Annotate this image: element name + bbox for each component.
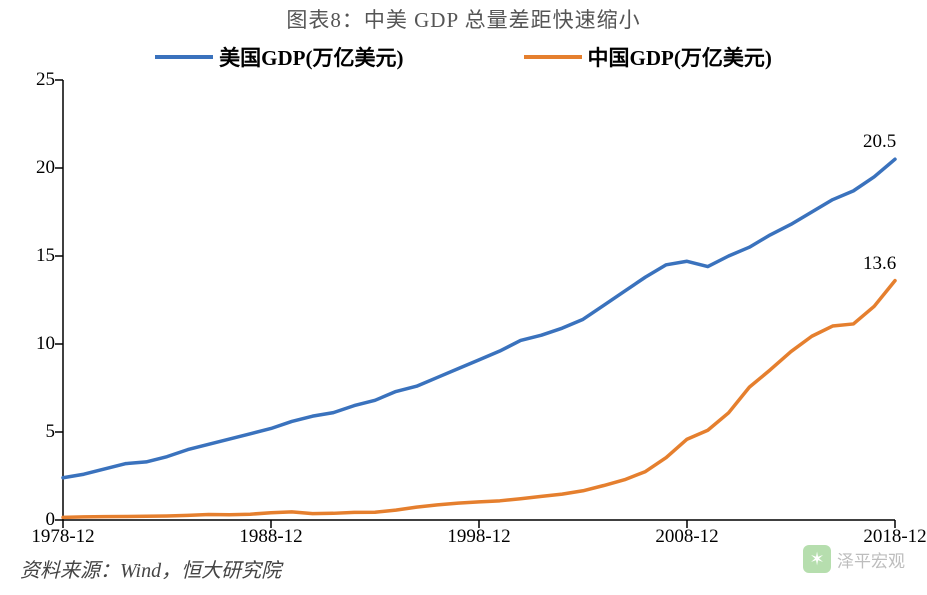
x-tick-label: 1978-12 [31,526,94,548]
series-end-label: 13.6 [863,253,896,275]
source-citation: 资料来源：Wind，恒大研究院 [20,554,281,583]
y-tick-label: 5 [46,421,56,443]
legend-label: 美国GDP(万亿美元) [219,42,403,72]
y-tick-label: 20 [36,157,55,179]
y-tick-label: 10 [36,333,55,355]
x-tick-label: 2008-12 [655,526,718,548]
wechat-icon: ✶ [803,545,831,573]
plot-area: 0510152025 1978-121988-121998-122008-122… [63,80,895,520]
legend-item: 中国GDP(万亿美元) [524,42,772,72]
legend-swatch [155,55,213,59]
watermark: ✶ 泽平宏观 [803,545,905,573]
y-tick-label: 15 [36,245,55,267]
legend: 美国GDP(万亿美元) 中国GDP(万亿美元) [0,42,927,72]
watermark-text: 泽平宏观 [837,547,905,572]
chart-title: 图表8：中美 GDP 总量差距快速缩小 [0,0,927,34]
series-end-label: 20.5 [863,131,896,153]
legend-swatch [524,55,582,59]
legend-label: 中国GDP(万亿美元) [588,42,772,72]
x-tick-label: 1998-12 [447,526,510,548]
line-chart-svg [63,80,895,520]
legend-item: 美国GDP(万亿美元) [155,42,403,72]
x-tick-label: 1988-12 [239,526,302,548]
y-tick-label: 25 [36,69,55,91]
